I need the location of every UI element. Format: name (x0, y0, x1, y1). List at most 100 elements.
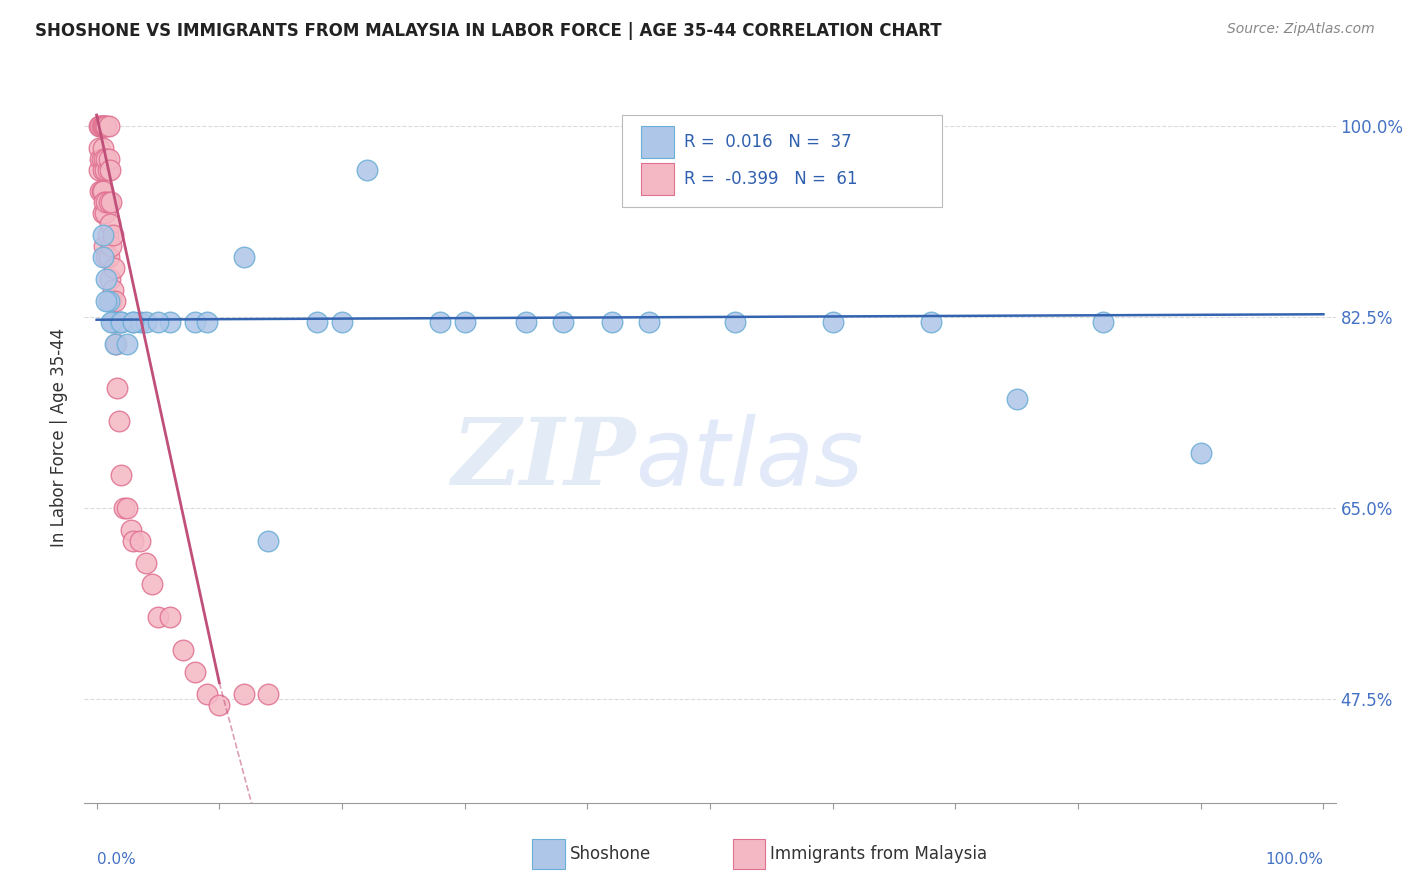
Point (96, 250, 118, 264)
FancyBboxPatch shape (623, 115, 942, 207)
Text: R =  0.016   N =  37: R = 0.016 N = 37 (683, 133, 852, 152)
Point (100, 315, 122, 329)
Point (97, 228, 120, 243)
Point (91, 206, 114, 220)
Point (172, 643, 194, 657)
Point (920, 315, 942, 329)
Point (89, 119, 111, 133)
Point (128, 315, 150, 329)
Point (97, 152, 120, 166)
Point (97, 293, 120, 308)
Point (117, 501, 139, 516)
FancyBboxPatch shape (533, 839, 565, 869)
Point (90, 185, 112, 199)
Point (96, 272, 118, 286)
Text: 100.0%: 100.0% (1265, 852, 1323, 867)
FancyBboxPatch shape (733, 839, 765, 869)
Point (159, 610, 181, 624)
Text: ZIP: ZIP (451, 414, 636, 504)
Point (104, 337, 127, 351)
Point (91, 162, 114, 177)
Point (122, 315, 145, 329)
Point (100, 239, 122, 253)
Point (429, 315, 451, 329)
Point (122, 315, 145, 329)
Point (87, 162, 110, 177)
Text: 0.0%: 0.0% (97, 852, 135, 867)
Text: Immigrants from Malaysia: Immigrants from Malaysia (770, 845, 987, 863)
Point (110, 315, 132, 329)
Point (98, 272, 121, 286)
Point (93, 195, 115, 210)
Point (453, 315, 475, 329)
Point (103, 315, 125, 329)
Point (107, 315, 129, 329)
Point (93, 152, 115, 166)
Point (101, 283, 124, 297)
Point (551, 315, 574, 329)
Point (600, 315, 623, 329)
Point (307, 315, 329, 329)
Point (96, 119, 118, 133)
Text: SHOSHONE VS IMMIGRANTS FROM MALAYSIA IN LABOR FORCE | AGE 35-44 CORRELATION CHAR: SHOSHONE VS IMMIGRANTS FROM MALAYSIA IN … (35, 22, 942, 40)
Point (97, 162, 120, 177)
Point (96, 195, 118, 210)
Point (98, 217, 121, 231)
Y-axis label: In Labor Force | Age 35-44: In Labor Force | Age 35-44 (51, 327, 69, 547)
Point (104, 293, 127, 308)
Point (1005, 392, 1028, 406)
Point (91, 141, 114, 155)
Point (87, 141, 110, 155)
Point (117, 337, 139, 351)
Point (135, 556, 157, 570)
Point (97, 119, 120, 133)
Point (90, 152, 112, 166)
Point (330, 315, 353, 329)
Point (97, 250, 120, 264)
Point (87, 119, 110, 133)
Point (101, 228, 124, 243)
FancyBboxPatch shape (641, 126, 673, 159)
Point (105, 337, 128, 351)
Point (184, 665, 207, 679)
Point (97, 195, 120, 210)
Point (141, 577, 163, 591)
Point (91, 250, 114, 264)
Point (821, 315, 844, 329)
Point (101, 315, 124, 329)
Point (100, 195, 122, 210)
Point (94, 206, 117, 220)
Point (1189, 446, 1212, 460)
Point (515, 315, 537, 329)
Point (232, 250, 254, 264)
Point (107, 414, 129, 428)
Point (257, 687, 280, 701)
Point (195, 687, 218, 701)
Point (100, 293, 122, 308)
Point (94, 119, 117, 133)
Point (208, 698, 231, 712)
Point (159, 315, 181, 329)
Point (96, 293, 118, 308)
Point (91, 228, 114, 243)
Point (184, 315, 207, 329)
Point (195, 315, 218, 329)
Text: Source: ZipAtlas.com: Source: ZipAtlas.com (1227, 22, 1375, 37)
Point (89, 152, 111, 166)
Point (356, 162, 378, 177)
Point (637, 315, 659, 329)
Point (122, 533, 145, 548)
Point (128, 533, 150, 548)
Point (1091, 315, 1114, 329)
Point (120, 523, 142, 537)
Point (90, 119, 112, 133)
Point (107, 381, 129, 395)
Point (91, 185, 114, 199)
Point (103, 260, 125, 275)
Point (93, 119, 115, 133)
Text: Shoshone: Shoshone (569, 845, 651, 863)
Point (93, 239, 115, 253)
FancyBboxPatch shape (641, 162, 673, 195)
Point (98, 162, 121, 177)
Point (89, 185, 111, 199)
